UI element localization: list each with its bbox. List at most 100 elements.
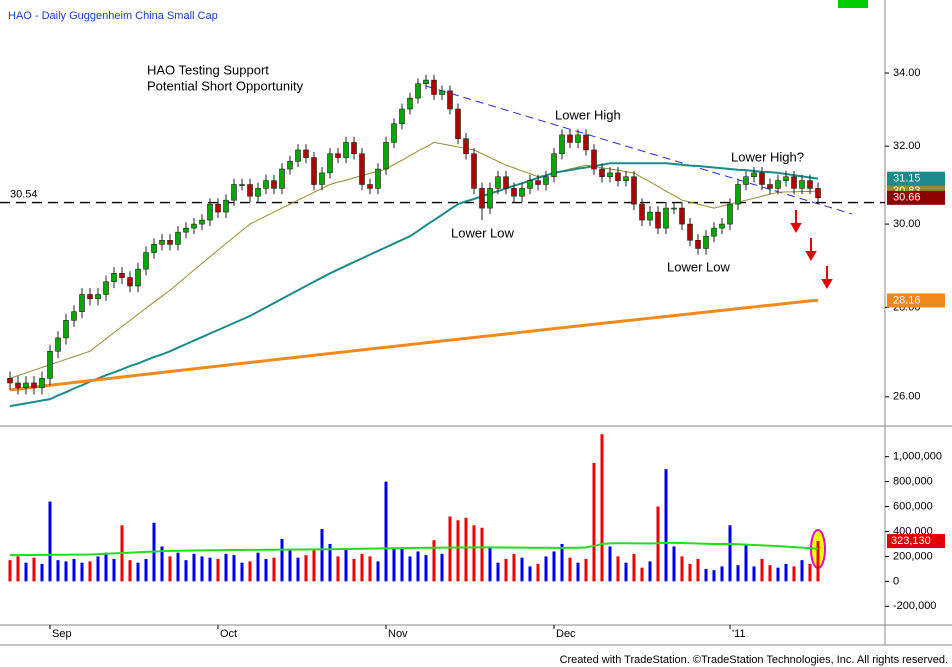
volume-bar <box>528 566 532 582</box>
volume-bar <box>336 556 340 582</box>
volume-bar <box>80 562 84 582</box>
candle-body <box>431 79 437 95</box>
candle-body <box>479 188 485 209</box>
volume-bar <box>720 566 724 582</box>
value-label-box <box>887 190 945 205</box>
candle-body <box>775 180 781 189</box>
volume-bar <box>8 560 12 582</box>
y-tick-label: 1,000,000 <box>893 451 942 463</box>
volume-bar <box>696 558 700 582</box>
candle-body <box>543 176 549 185</box>
candle-body <box>367 184 373 189</box>
candle-body <box>727 203 733 225</box>
value-label-box <box>887 171 945 186</box>
volume-bar <box>568 557 572 582</box>
candle-body <box>351 142 357 155</box>
volume-bar <box>360 553 364 582</box>
candle-body <box>55 337 61 352</box>
volume-bar <box>560 543 564 582</box>
candle-body <box>599 168 605 178</box>
candle-body <box>607 172 613 178</box>
volume-bar <box>784 563 788 582</box>
y-tick-label: -200,000 <box>893 600 936 612</box>
volume-bar <box>64 561 68 582</box>
arrow-head <box>821 279 833 290</box>
volume-bar <box>176 552 180 582</box>
volume-bar <box>480 527 484 582</box>
volume-bar <box>576 562 580 582</box>
candle-body <box>503 176 509 189</box>
candle-body <box>807 180 813 189</box>
volume-bar <box>24 562 28 582</box>
candle-body <box>423 79 429 84</box>
volume-bar <box>760 558 764 582</box>
candle-body <box>359 153 365 185</box>
volume-bar <box>216 558 220 582</box>
volume-bar <box>424 555 428 582</box>
candle-body <box>399 108 405 125</box>
volume-bar <box>648 561 652 582</box>
volume-bar <box>352 558 356 582</box>
candle-body <box>95 294 101 300</box>
volume-bar <box>464 517 468 582</box>
candle-body <box>591 149 597 170</box>
candle-body <box>575 134 581 143</box>
volume-average <box>10 541 819 557</box>
candle-body <box>679 207 685 225</box>
volume-bar <box>168 556 172 582</box>
candle-body <box>111 273 117 283</box>
x-tick-label: Sep <box>52 628 72 640</box>
volume-bar <box>104 552 108 582</box>
volume-bar <box>304 555 308 582</box>
candle-body <box>127 277 133 287</box>
volume-bar <box>520 557 524 582</box>
volume-bar <box>88 561 92 582</box>
candle-body <box>71 311 77 321</box>
candle-body <box>207 203 213 221</box>
volume-bar <box>296 557 300 582</box>
candle-body <box>47 350 53 379</box>
value-label: 30.66 <box>893 192 921 204</box>
trendline <box>425 85 853 215</box>
annotation: Lower Low <box>667 259 730 274</box>
candle-body <box>335 153 341 158</box>
volume-bar <box>256 552 260 582</box>
volume-bar <box>368 556 372 582</box>
volume-bar <box>536 563 540 582</box>
candle-body <box>719 223 725 229</box>
volume-bar <box>600 434 604 582</box>
candle-body <box>527 180 533 189</box>
volume-bar <box>384 481 388 582</box>
candle-body <box>567 134 573 143</box>
candle-body <box>63 320 69 339</box>
volume-bar <box>312 550 316 582</box>
candle-body <box>439 90 445 95</box>
volume-bar <box>472 525 476 582</box>
volume-bar <box>224 553 228 582</box>
candle-body <box>471 153 477 189</box>
volume-bar <box>200 556 204 582</box>
candle-body <box>799 180 805 189</box>
volume-bar <box>688 563 692 582</box>
volume-bar <box>192 553 196 582</box>
volume-bar <box>40 563 44 582</box>
volume-bar <box>344 548 348 582</box>
volume-bar <box>264 558 268 582</box>
volume-bar <box>608 546 612 582</box>
volume-bar <box>664 469 668 582</box>
candle-body <box>135 268 141 287</box>
candle-body <box>231 184 237 201</box>
volume-bar <box>288 550 292 582</box>
value-label-box <box>887 293 945 308</box>
y-tick-label: 800,000 <box>893 476 933 488</box>
candle-body <box>175 231 181 245</box>
volume-bar <box>128 560 132 582</box>
candle-body <box>551 153 557 178</box>
annotation: Potential Short Opportunity <box>147 78 304 93</box>
candle-body <box>559 134 565 155</box>
candle-body <box>391 123 397 143</box>
volume-bar <box>440 553 444 582</box>
candle-body <box>791 176 797 189</box>
candle-body <box>303 149 309 158</box>
